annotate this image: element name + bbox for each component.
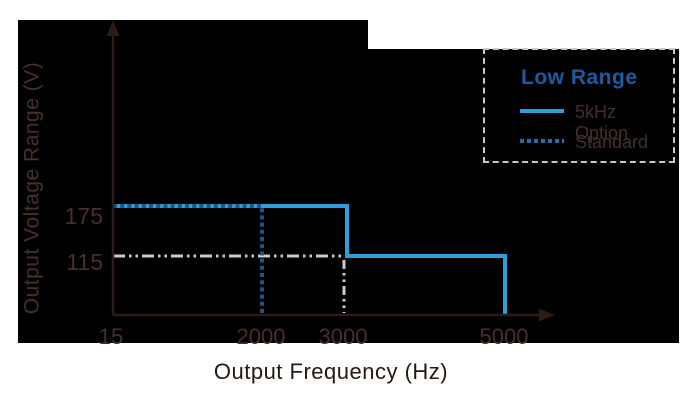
legend-title: Low Range [521, 66, 638, 89]
x-tick-3000: 3000 [318, 324, 368, 349]
legend-item-label: Standard [575, 132, 649, 152]
y-axis-arrow-icon [106, 20, 120, 36]
legend-item-5khz-option: 5kHz Option [485, 101, 673, 143]
series-standard-line [113, 204, 264, 314]
plot-background-right [368, 49, 679, 343]
plot-background-left [18, 20, 368, 343]
legend-item-standard: Standard [485, 131, 673, 152]
x-axis-title: Output Frequency (Hz) [213, 359, 449, 384]
x-axis-arrow-icon [539, 308, 555, 322]
y-axis-title: Output Voltage Range (V) [20, 61, 44, 315]
solid-line-swatch-icon [520, 109, 564, 113]
y-tick-115: 115 [66, 249, 103, 275]
legend-box: Low Range 5kHz Option Standard [483, 48, 675, 163]
legend-item-label: 5kHz Option [575, 102, 629, 143]
x-tick-2000: 2000 [236, 324, 286, 349]
series-5khz-option-line [113, 204, 507, 314]
x-tick-15: 15 [98, 324, 124, 349]
y-tick-175: 175 [64, 203, 103, 229]
dashed-line-swatch-icon [520, 139, 564, 143]
x-tick-5000: 5000 [479, 324, 529, 349]
